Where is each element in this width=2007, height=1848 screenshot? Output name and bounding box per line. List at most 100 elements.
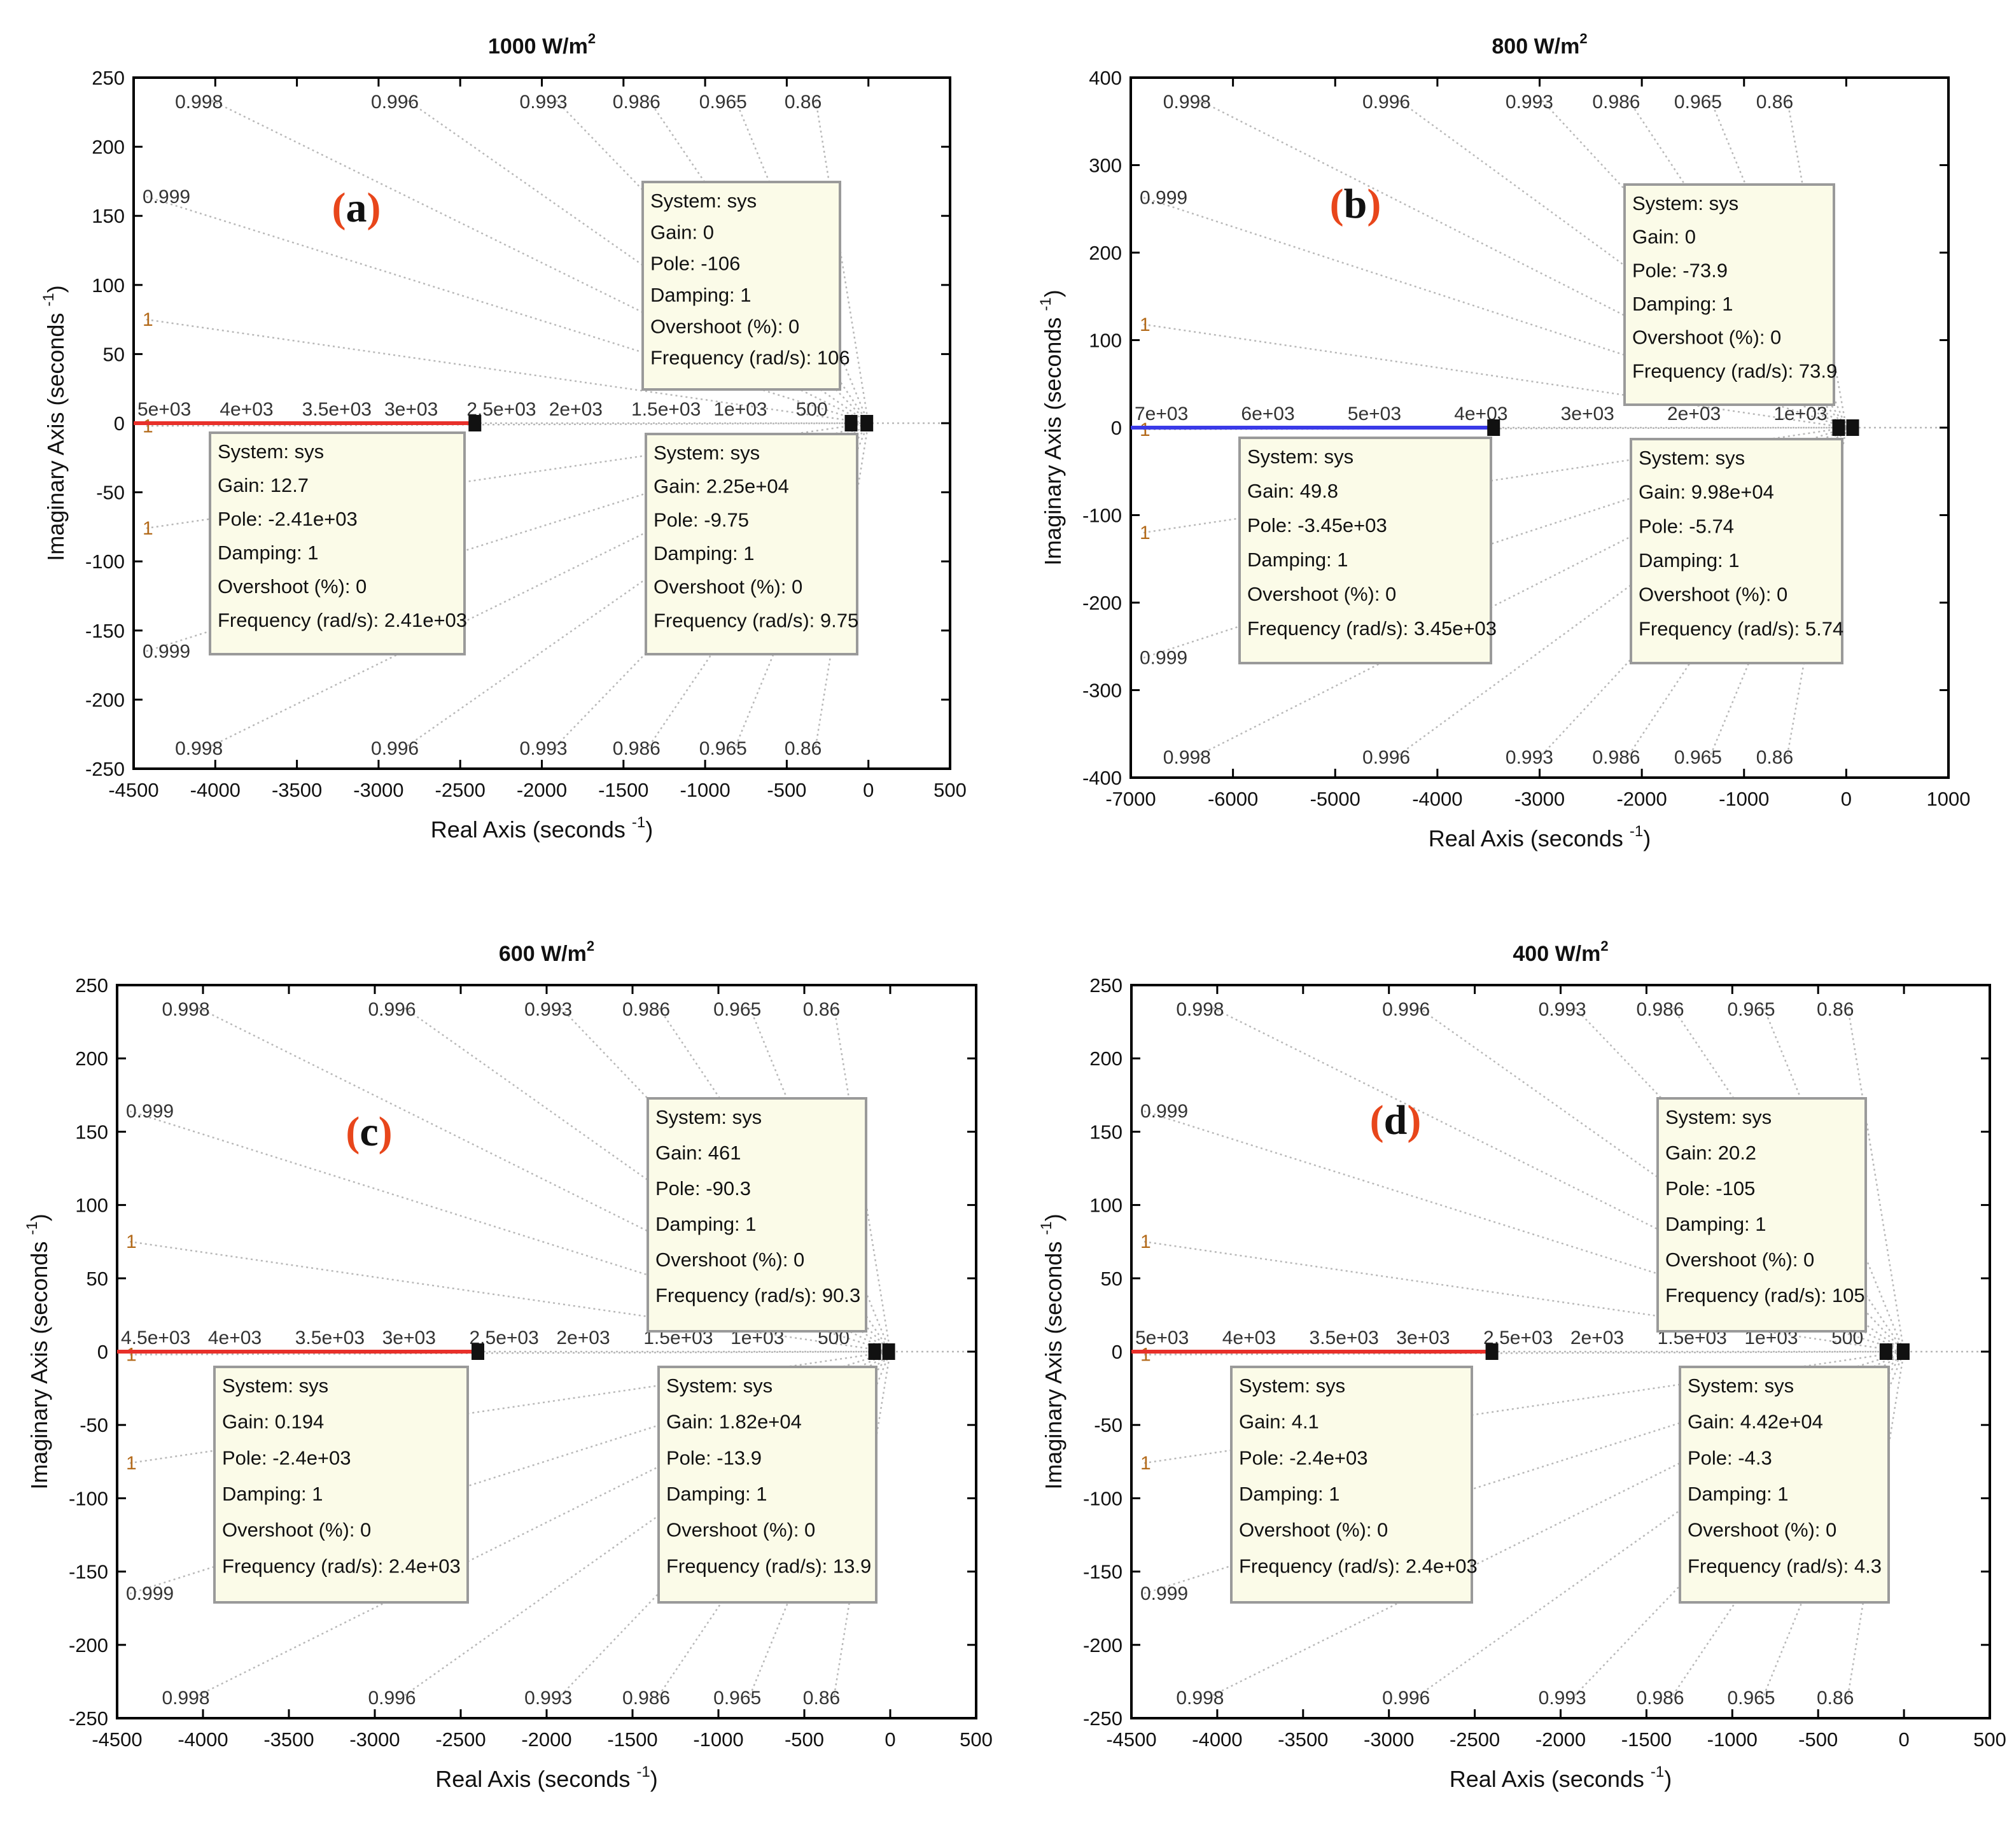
frequency-label: 500 — [796, 399, 828, 420]
frequency-label: 4.5e+03 — [121, 1327, 190, 1348]
damping-label: 0.965 — [1727, 1688, 1775, 1709]
datatip-line: Damping: 1 — [1688, 1483, 1789, 1505]
x-tick-label: 500 — [960, 1728, 993, 1751]
datatip-line: Gain: 20.2 — [1665, 1142, 1756, 1164]
frequency-label: 2e+03 — [1570, 1327, 1624, 1348]
x-tick-label: -3500 — [263, 1728, 314, 1751]
x-tick-label: -500 — [767, 779, 806, 801]
damping-ray — [1847, 1007, 1905, 1352]
damping-label: 0.965 — [1674, 92, 1722, 113]
datatip-line: Pole: -13.9 — [666, 1446, 762, 1469]
x-tick-label: -4000 — [1192, 1728, 1242, 1751]
y-tick-label: -50 — [1094, 1414, 1122, 1436]
datatip-line: Gain: 0 — [650, 221, 714, 243]
frequency-label: 3.5e+03 — [1310, 1327, 1379, 1348]
y-tick-label: 50 — [103, 343, 125, 365]
datatip-line: Frequency (rad/s): 2.4e+03 — [1239, 1555, 1478, 1577]
y-tick-label: -50 — [96, 482, 125, 504]
datatip-line: Overshoot (%): 0 — [1665, 1249, 1814, 1271]
datatip-line: Damping: 1 — [218, 542, 319, 564]
damping-label: 0.999 — [1140, 187, 1187, 208]
damping-ray — [1143, 1110, 1905, 1353]
datatip-box — [1230, 1366, 1473, 1604]
datatip-line: Damping: 1 — [1665, 1213, 1766, 1235]
panel-label: (b) — [1330, 181, 1381, 227]
y-tick-label: 200 — [75, 1047, 108, 1070]
datatip: System: sys Gain: 49.8 Pole: -3.45e+03 Damp… — [1238, 437, 1497, 664]
damping-label: 1 — [126, 1345, 137, 1366]
datatip-line: Overshoot (%): 0 — [1639, 584, 1787, 606]
y-tick-label: -100 — [85, 550, 125, 573]
datatip: System: sys Gain: 12.7 Pole: -2.41e+03 Damp… — [209, 431, 467, 655]
datatip-line: System: sys — [666, 1375, 773, 1397]
x-tick-label: -7000 — [1105, 788, 1156, 810]
y-tick-label: 0 — [1111, 417, 1122, 439]
x-tick-label: -3500 — [1278, 1728, 1328, 1751]
y-tick-label: 200 — [1089, 1047, 1122, 1070]
datatip-line: Pole: -9.75 — [654, 508, 749, 531]
datatip-line: Gain: 2.25e+04 — [654, 475, 789, 498]
datatip-box — [645, 433, 858, 655]
damping-ray — [815, 100, 869, 424]
y-tick-label: -200 — [69, 1634, 108, 1656]
damping-label: 0.999 — [1140, 1583, 1188, 1604]
damping-ray — [198, 1350, 891, 1697]
damping-label: 0.999 — [143, 186, 190, 207]
datatip-box — [1656, 1097, 1867, 1333]
datatip: System: sys Gain: 4.1 Pole: -2.4e+03 Dampin… — [1230, 1366, 1478, 1604]
datatip-line: Frequency (rad/s): 106 — [650, 347, 850, 369]
panel-d: -4500 -4000 -3500 -3000 -2500 -2000 -1500 -1000… — [1038, 938, 2006, 1792]
damping-label: 0.993 — [524, 1688, 572, 1709]
damping-label: 0.996 — [368, 1688, 416, 1709]
damping-label: 1 — [1140, 419, 1150, 440]
damping-label: 0.86 — [1756, 92, 1793, 113]
y-tick-label: -150 — [1083, 1561, 1122, 1583]
y-axis-label: Imaginary Axis (seconds -1) — [24, 1214, 52, 1490]
damping-ray — [1199, 99, 1847, 429]
damping-label: 0.86 — [1817, 999, 1854, 1020]
datatip-line: Frequency (rad/s): 9.75 — [654, 609, 858, 631]
x-tick-label: -3000 — [353, 779, 403, 801]
x-tick-label: -1500 — [607, 1728, 657, 1751]
frequency-label: 5e+03 — [1135, 1327, 1189, 1348]
damping-ray — [129, 1110, 891, 1353]
x-tick-label: -1500 — [1621, 1728, 1672, 1751]
x-axis-label: Real Axis (seconds -1) — [1450, 1763, 1672, 1792]
datatip-box — [213, 1366, 469, 1604]
damping-label: 0.86 — [1756, 747, 1793, 768]
datatip-box — [647, 1097, 867, 1333]
y-tick-label: -400 — [1082, 767, 1122, 789]
damping-ray — [129, 1240, 891, 1353]
damping-label: 1 — [1140, 1453, 1151, 1474]
datatip-line: System: sys — [1639, 447, 1745, 469]
datatip-line: Overshoot (%): 0 — [1239, 1519, 1388, 1541]
datatip-box — [641, 181, 841, 391]
datatip-line: System: sys — [654, 442, 760, 464]
datatip-line: Gain: 9.98e+04 — [1639, 481, 1774, 503]
datatip-line: Overshoot (%): 0 — [655, 1249, 804, 1271]
x-tick-label: -500 — [785, 1728, 824, 1751]
damping-label: 0.998 — [1176, 999, 1224, 1020]
pole-marker — [1487, 419, 1500, 436]
damping-ray — [1763, 1007, 1905, 1352]
damping-label: 0.965 — [1674, 747, 1722, 768]
damping-label: 0.86 — [803, 1688, 840, 1709]
datatip-box — [1623, 183, 1835, 406]
frequency-label: 1e+03 — [713, 399, 767, 420]
datatip-line: Damping: 1 — [666, 1483, 767, 1505]
frequency-label: 4e+03 — [1222, 1327, 1276, 1348]
datatip-line: Pole: -90.3 — [655, 1177, 751, 1200]
y-tick-label: -250 — [69, 1707, 108, 1730]
damping-label: 0.998 — [175, 738, 223, 759]
x-tick-label: 0 — [1898, 1728, 1909, 1751]
datatip-line: Damping: 1 — [1632, 293, 1733, 315]
datatip: System: sys Gain: 2.25e+04 Pole: -9.75 Damp… — [645, 433, 858, 655]
damping-label: 0.996 — [371, 738, 419, 759]
datatip-line: Pole: -4.3 — [1688, 1446, 1772, 1469]
damping-label: 0.998 — [1176, 1688, 1224, 1709]
y-tick-label: 0 — [1112, 1341, 1122, 1363]
damping-label: 0.996 — [1362, 92, 1410, 113]
x-tick-label: -3000 — [1514, 788, 1565, 810]
y-tick-label: -250 — [85, 758, 125, 780]
damping-ray — [1763, 1351, 1905, 1696]
